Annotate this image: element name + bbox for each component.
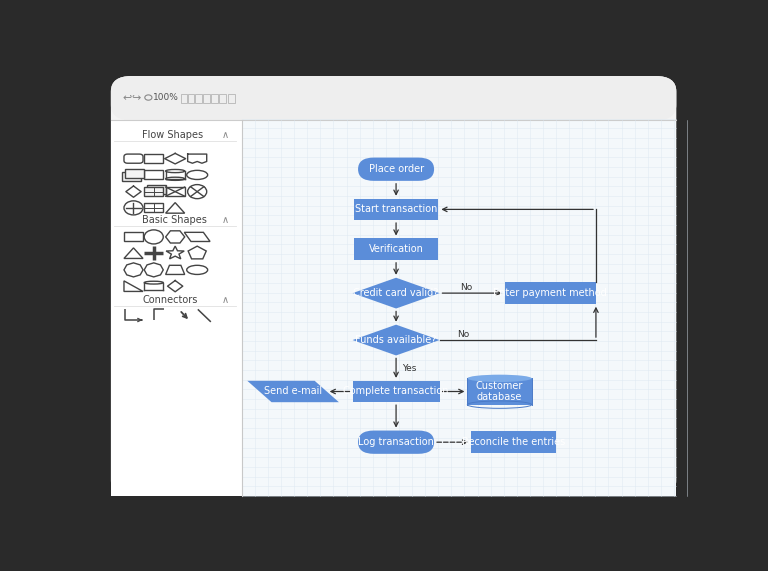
- Text: ∧: ∧: [222, 295, 230, 305]
- Text: ↪: ↪: [132, 93, 141, 103]
- Bar: [144, 170, 164, 179]
- Text: Complete transaction: Complete transaction: [343, 387, 449, 396]
- Bar: [144, 203, 164, 212]
- Text: Flow Shapes: Flow Shapes: [142, 130, 204, 140]
- Bar: [111, 120, 242, 496]
- Text: Yes: Yes: [402, 364, 416, 373]
- Bar: [166, 171, 184, 179]
- Bar: [242, 120, 677, 496]
- FancyBboxPatch shape: [358, 158, 434, 181]
- FancyBboxPatch shape: [111, 76, 677, 496]
- Text: Verification: Verification: [369, 244, 423, 254]
- FancyBboxPatch shape: [111, 76, 677, 120]
- Bar: [144, 187, 164, 196]
- Bar: [354, 199, 439, 220]
- Text: 100%: 100%: [154, 93, 179, 102]
- Text: Reconcile the entries: Reconcile the entries: [462, 437, 565, 447]
- Bar: [125, 169, 144, 178]
- Text: No: No: [460, 283, 472, 292]
- Bar: [144, 154, 164, 163]
- Text: Connectors: Connectors: [142, 295, 198, 305]
- Bar: [228, 94, 235, 103]
- Text: Start transaction: Start transaction: [355, 204, 437, 214]
- Ellipse shape: [467, 375, 531, 382]
- Bar: [121, 172, 141, 181]
- Bar: [180, 94, 187, 103]
- Polygon shape: [353, 325, 439, 356]
- Polygon shape: [247, 381, 339, 402]
- Bar: [354, 239, 439, 260]
- Text: Customer
database: Customer database: [476, 381, 523, 403]
- Bar: [147, 185, 166, 194]
- Text: ∧: ∧: [222, 130, 230, 140]
- Text: Send e-mail: Send e-mail: [264, 387, 322, 396]
- Text: Basic Shapes: Basic Shapes: [142, 215, 207, 225]
- Text: Funds available?: Funds available?: [356, 335, 437, 345]
- Bar: [124, 232, 143, 242]
- FancyBboxPatch shape: [358, 431, 434, 454]
- Polygon shape: [353, 278, 439, 308]
- Bar: [166, 187, 184, 196]
- Bar: [471, 432, 556, 453]
- Bar: [211, 94, 218, 103]
- Bar: [467, 379, 531, 405]
- Text: Log transaction: Log transaction: [358, 437, 434, 447]
- Bar: [187, 94, 194, 103]
- Text: Place order: Place order: [369, 164, 424, 174]
- Text: Credit card valid?: Credit card valid?: [353, 288, 439, 298]
- Text: Enter payment method: Enter payment method: [494, 288, 607, 298]
- Bar: [195, 94, 202, 103]
- Text: No: No: [457, 330, 469, 339]
- Bar: [505, 283, 596, 304]
- Text: ∧: ∧: [222, 215, 230, 225]
- Bar: [219, 94, 226, 103]
- Bar: [203, 94, 210, 103]
- Text: ↩: ↩: [123, 93, 132, 103]
- Bar: [353, 381, 439, 402]
